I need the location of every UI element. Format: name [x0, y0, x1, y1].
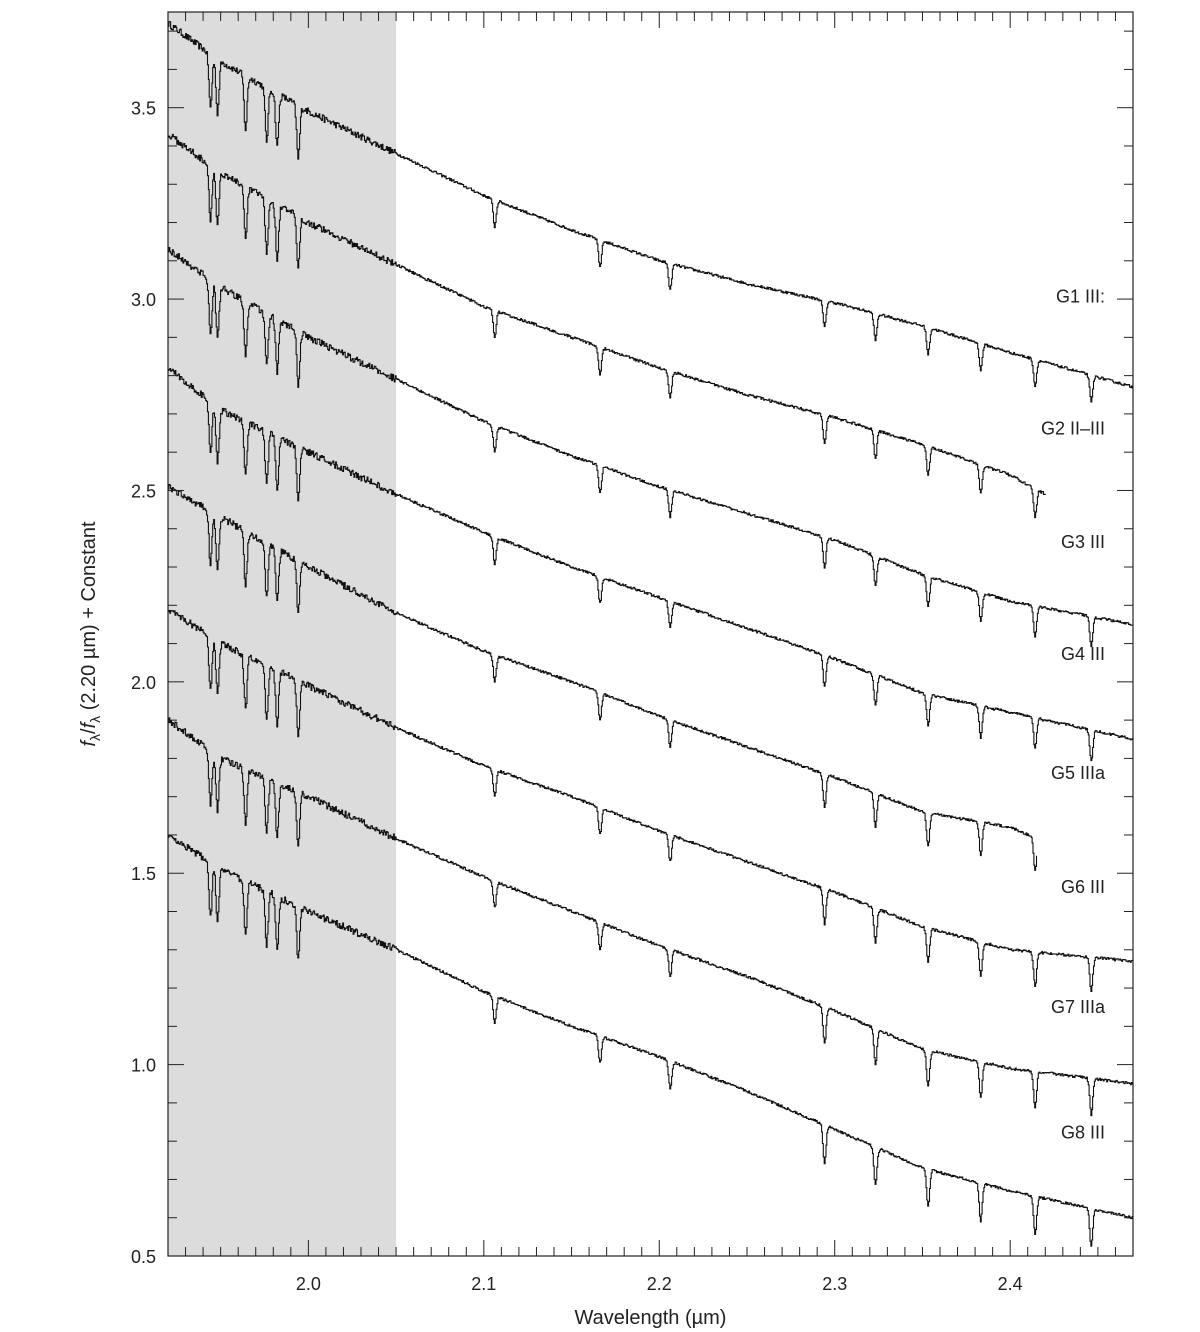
- series-label: G6 III: [1061, 877, 1105, 897]
- y-tick-label: 3.0: [131, 290, 156, 310]
- y-axis-title: fλ/fλ (2.20 µm) + Constant: [78, 521, 103, 747]
- shaded-region: [168, 12, 397, 1256]
- spectrum-line: [168, 834, 1134, 1247]
- series-label: G3 III: [1061, 532, 1105, 552]
- y-axis-subscript-2: λ: [87, 716, 103, 723]
- x-tick-label: 2.1: [471, 1274, 496, 1294]
- y-tick-label: 2.0: [131, 673, 156, 693]
- y-tick-label: 2.5: [131, 481, 156, 501]
- spectrum-line: [168, 717, 1134, 1117]
- y-axis-rest: (2.20 µm) + Constant: [78, 521, 100, 716]
- y-axis-slash: /: [78, 728, 100, 734]
- series-label: G5 IIIa: [1051, 763, 1106, 783]
- y-axis-symbol-1: f: [78, 739, 100, 747]
- tick-labels-layer: 2.0 2.1 2.2 2.3 2.4 0.5 1.0 1.5 2.0 2.5 3.0 3.5: [131, 99, 1023, 1294]
- x-tick-label: 2.2: [647, 1274, 672, 1294]
- x-axis-title: Wavelength (µm): [575, 1307, 727, 1329]
- y-axis-symbol-2: f: [78, 720, 100, 728]
- x-tick-label: 2.4: [998, 1274, 1023, 1294]
- x-tick-label: 2.0: [296, 1274, 321, 1294]
- series-label: G4 III: [1061, 644, 1105, 664]
- spectrum-line: [168, 246, 1134, 648]
- y-tick-label: 1.0: [131, 1056, 156, 1076]
- spectrum-line: [168, 133, 1046, 519]
- plot-frame: [167, 11, 1134, 1257]
- x-tick-label: 2.3: [822, 1274, 847, 1294]
- y-tick-label: 0.5: [131, 1247, 156, 1267]
- y-tick-label: 1.5: [131, 864, 156, 884]
- spectrum-line: [168, 609, 1134, 992]
- spectrum-line: [168, 367, 1134, 762]
- y-tick-label: 3.5: [131, 99, 156, 119]
- spectrum-line: [168, 21, 1134, 403]
- series-label: G1 III:: [1056, 287, 1105, 307]
- series-label: G8 III: [1061, 1123, 1105, 1143]
- series-label: G2 II–III: [1041, 418, 1105, 438]
- series-label: G7 IIIa: [1051, 997, 1106, 1017]
- spectrum-line: [168, 483, 1038, 871]
- y-axis-subscript-1: λ: [87, 734, 103, 741]
- series-layer: G1 III: G2 II–III G3 III G4 III G5 IIIa G6 II…: [168, 21, 1134, 1247]
